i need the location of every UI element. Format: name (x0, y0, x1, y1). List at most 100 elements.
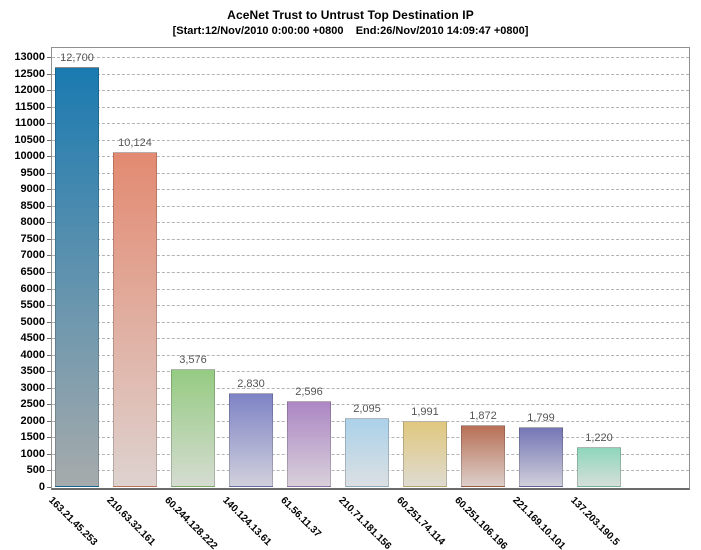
bar (519, 427, 563, 487)
x-axis-label: 221.169.10.101 (510, 495, 568, 550)
y-axis-tick-mark (47, 305, 51, 307)
bar-value-label: 2,095 (353, 403, 381, 415)
y-axis-tick-label: 2000 (20, 414, 45, 427)
bar-value-label: 1,991 (411, 406, 439, 418)
y-axis-tick-mark (47, 205, 51, 207)
bar (577, 447, 621, 487)
y-axis-tick-mark (47, 453, 51, 455)
bar-value-label: 2,596 (295, 386, 323, 398)
y-axis-tick-label: 6500 (20, 266, 45, 278)
chart-subtitle: [Start:12/Nov/2010 0:00:00 +0800 End:26/… (172, 25, 529, 37)
bar (287, 401, 331, 487)
bar-value-label: 2,830 (237, 378, 265, 390)
y-axis-tick-label: 7500 (20, 232, 45, 245)
y-axis-tick-label: 7000 (20, 249, 45, 262)
bar-value-label: 10,124 (118, 137, 152, 149)
gridline (52, 205, 689, 207)
bar (345, 418, 389, 487)
y-axis-tick-mark (47, 73, 51, 75)
y-axis-tick-label: 10000 (14, 150, 45, 163)
y-axis-tick-mark (47, 387, 51, 389)
gridline (52, 222, 689, 224)
y-axis-tick-mark (47, 139, 51, 141)
y-axis-tick-mark (47, 321, 51, 323)
bar (403, 421, 447, 487)
gridline (52, 106, 689, 108)
y-axis-tick-label: 9500 (20, 166, 45, 179)
x-axis-label: 137.203.190.5 (568, 495, 622, 548)
bar-value-label: 12,700 (60, 52, 94, 64)
y-axis-tick-label: 9000 (20, 183, 45, 196)
y-axis-tick-mark (47, 272, 51, 273)
y-axis-tick-mark (47, 354, 51, 356)
y-axis-tick-mark (47, 371, 51, 373)
y-axis-tick-label: 12500 (14, 67, 45, 80)
x-axis-label: 60.251.74.114 (394, 495, 447, 548)
gridline (52, 139, 689, 141)
y-axis-tick-label: 5000 (20, 315, 45, 328)
bar-value-label: 1,872 (469, 410, 497, 422)
y-axis-tick-mark (47, 57, 51, 58)
y-axis-tick-mark (47, 470, 51, 472)
gridline (52, 371, 689, 373)
bar (113, 152, 157, 487)
gridline (52, 387, 689, 389)
gridline (52, 288, 689, 290)
gridline (52, 90, 689, 92)
y-axis-tick-label: 8500 (20, 199, 45, 212)
gridline (52, 354, 689, 356)
x-axis-label: 60.251.106.196 (452, 495, 510, 550)
y-axis-tick-mark (47, 189, 51, 191)
bar (229, 393, 273, 487)
y-axis-tick-mark (47, 106, 51, 108)
gridline (52, 338, 689, 340)
bar (55, 67, 99, 487)
y-axis-tick-mark (47, 238, 51, 240)
y-axis-tick-mark (47, 156, 51, 158)
y-axis-tick-mark (47, 255, 51, 257)
chart-title: AceNet Trust to Untrust Top Destination … (227, 8, 474, 22)
y-axis-tick-label: 6000 (20, 282, 45, 295)
y-axis-tick-mark (47, 420, 51, 422)
gridline (52, 404, 689, 406)
y-axis-tick-label: 1500 (20, 431, 45, 444)
y-axis-tick-mark (47, 338, 51, 340)
y-axis-tick-label: 4000 (20, 348, 45, 361)
x-axis-label: 61.56.11.37 (278, 495, 323, 540)
gridline (52, 272, 689, 273)
y-axis-tick-label: 500 (26, 464, 45, 477)
y-axis-tick-label: 11500 (15, 100, 45, 113)
y-axis-tick-mark (47, 222, 51, 224)
y-axis-tick-label: 8000 (20, 216, 45, 229)
y-axis-tick-label: 1000 (20, 447, 45, 460)
y-axis-tick-label: 2500 (20, 398, 45, 411)
y-axis-tick-label: 5500 (20, 299, 45, 312)
bar (461, 425, 505, 487)
y-axis-tick-mark (47, 404, 51, 406)
gridline (52, 321, 689, 323)
gridline (52, 189, 689, 191)
gridline (52, 305, 689, 307)
bar-value-label: 1,799 (527, 412, 555, 424)
y-axis-tick-label: 4500 (20, 332, 45, 345)
y-axis-tick-label: 3000 (20, 381, 45, 394)
y-axis-tick-mark (47, 90, 51, 92)
x-axis-label: 210.71.181.156 (336, 495, 394, 550)
y-axis-tick-label: 12000 (14, 84, 45, 97)
gridline (52, 73, 689, 75)
y-axis-tick-mark (47, 487, 51, 488)
gridline (52, 57, 689, 58)
y-axis-tick-mark (47, 123, 51, 125)
gridline (52, 123, 689, 125)
x-axis-label: 163.21.45.253 (46, 495, 100, 548)
y-axis-tick-label: 3500 (20, 365, 45, 378)
y-axis-tick-mark (47, 437, 51, 439)
bar-value-label: 3,576 (179, 354, 207, 366)
gridline (52, 156, 689, 158)
y-axis-tick-label: 11000 (15, 117, 45, 130)
bar (171, 369, 215, 487)
x-axis-label: 140.124.13.61 (220, 495, 274, 548)
y-axis-tick-label: 0 (38, 481, 45, 493)
bar-value-label: 1,220 (585, 432, 613, 444)
